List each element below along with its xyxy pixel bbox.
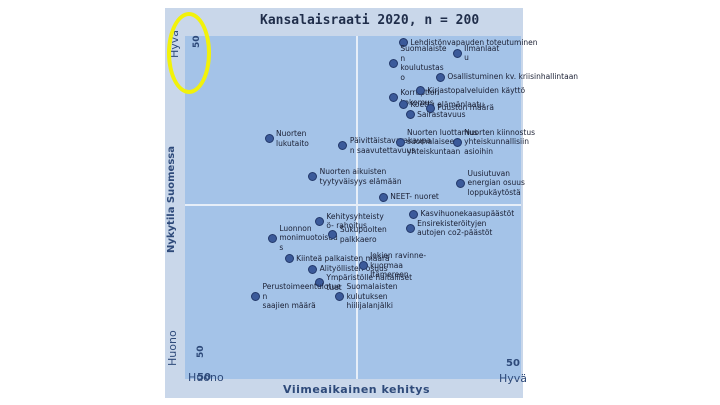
data-point [408,209,418,219]
data-point [435,72,445,82]
data-point [388,93,398,103]
data-point-label: Ilmanlaat u [464,43,500,63]
plot-area [185,36,521,379]
data-point-label: Kirjastopalveluiden käyttö [427,85,526,95]
data-point-label: Koettu elämänlaatu [410,99,485,109]
data-point-label: Nuorten kiinnostus yhteiskunnallisiin as… [464,127,535,156]
data-point [251,292,261,302]
data-point-label: Uusiutuvan energian osuus loppukäytöstä [467,168,525,197]
data-point-label: Ympäristölle haitalliset tuet [326,273,413,292]
data-point-label: Nuorten lukutaito [276,129,309,148]
data-point-label: Osallistuminen kv. kriisinhallintaan [447,72,579,82]
data-point [456,178,466,188]
vertical-midline [356,36,358,379]
data-point-label: Suomalaiste n koulutustas o [400,44,447,82]
data-point-label: Nuorten aikuisten tyytyväisyys elämään [319,167,402,186]
data-point-label: Jokien ravinne- kuormaa Itämereen [370,251,427,280]
data-point [405,223,415,233]
data-point [308,172,318,182]
data-point [452,48,462,58]
data-point-label: Puuston määrä [437,103,494,113]
data-point-label: Kehitysyhteisty ö- rahoitus [326,211,384,231]
data-point [415,86,425,96]
data-point [328,230,338,240]
x-axis-label: Viimeaikainen kehitys [283,383,430,396]
data-point-label: Nuorten luottamus suomalaiseen yhteiskun… [407,127,478,156]
data-point [452,137,462,147]
data-point-label: Sairastavuus [417,109,466,119]
data-point-label: Sukupuolten palkkaero [339,225,387,244]
data-point [395,137,405,147]
data-point-label: Perustoimeentulotue n saajien määrä [262,282,341,311]
data-point [308,264,318,274]
data-point [398,100,408,110]
horizontal-midline [185,204,521,206]
x-left-word: Huono [188,371,224,384]
data-point [338,141,348,151]
data-point-label: Lehdistönvapauden toteutuminen [410,37,538,47]
x-left-value: 50 [197,372,211,383]
data-point [405,110,415,120]
data-point [398,38,408,48]
data-point [314,216,324,226]
data-point-label: Ensirekisteröityjen autojen co2-päästöt [417,218,493,238]
data-point-label: Alityöllisten osuus [319,264,388,274]
chart-title: Kansalaisraati 2020, n = 200 [260,13,480,28]
data-point [335,292,345,302]
data-point-label: Suomalaisten kulutuksen hiilijalanjälki [346,282,398,311]
data-point [284,254,294,264]
data-point-label: Luonnon monimuotoisuu s [279,223,338,252]
x-right-value: 50 [506,358,520,369]
data-point [267,233,277,243]
data-point [264,134,274,144]
data-point [314,278,324,288]
highlight-circle [167,12,211,94]
data-point-label: NEET- nuoret [390,192,439,202]
data-point-label: Päivittäistavarakaupa n saavutettavuus [349,136,431,155]
data-point [358,261,368,271]
data-point-label: Kasvihuonekaasupäästöt [420,209,515,219]
data-point [378,192,388,202]
data-point [388,58,398,68]
x-right-word: Hyvä [499,372,528,385]
data-point [425,103,435,113]
data-point-label: Kiinteä palkaisten määrä [296,253,390,263]
